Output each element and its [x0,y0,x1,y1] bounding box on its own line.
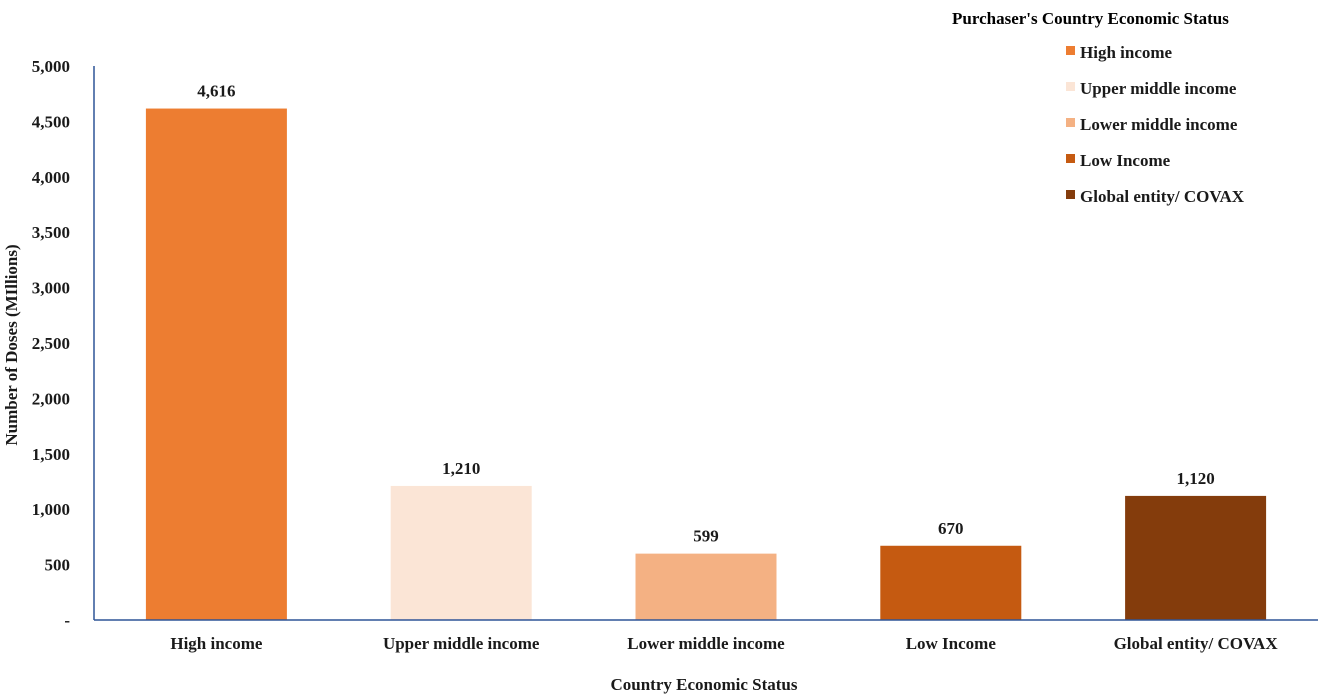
bar [635,553,777,620]
y-tick-label: 3,500 [32,223,70,242]
y-tick-label: 2,000 [32,389,70,408]
bar-value-label: 599 [693,527,719,546]
y-tick-label: 5,000 [32,57,70,76]
y-tick-label: 500 [45,556,71,575]
y-tick-label: - [64,611,70,630]
x-tick-label: Low Income [906,634,997,653]
bar-value-label: 670 [938,519,964,538]
bars-layer [145,108,1267,620]
bar [145,108,287,620]
y-axis-ticks: - 500 1,000 1,500 2,000 2,500 3,000 3,500 4,000 4… [32,57,71,630]
legend-label: Global entity/ COVAX [1080,187,1245,206]
y-tick-label: 2,500 [32,334,70,353]
legend: Purchaser's Country Economic Status High… [952,9,1245,206]
legend-swatch [1066,190,1075,199]
bar [390,485,532,620]
y-tick-label: 1,500 [32,445,70,464]
x-tick-label: High income [170,634,263,653]
y-tick-label: 4,500 [32,112,70,131]
y-axis-title: Number of Doses (MIllions) [2,244,21,445]
bar [880,545,1022,620]
bar-value-label: 1,210 [442,459,480,478]
y-tick-label: 4,000 [32,168,70,187]
legend-swatch [1066,154,1075,163]
legend-title: Purchaser's Country Economic Status [952,9,1229,28]
x-tick-label: Global entity/ COVAX [1114,634,1279,653]
legend-swatch [1066,46,1075,55]
bar-value-label: 4,616 [197,82,235,101]
legend-swatch [1066,82,1075,91]
bar [1125,495,1267,620]
value-labels-layer: 4,616 1,210 599 670 1,120 [197,82,1214,546]
x-tick-label: Lower middle income [627,634,785,653]
x-axis-ticks: High income Upper middle income Lower midd… [170,634,1278,653]
bar-value-label: 1,120 [1176,469,1214,488]
legend-label: Low Income [1080,151,1171,170]
y-tick-label: 3,000 [32,279,70,298]
legend-label: Lower middle income [1080,115,1238,134]
x-tick-label: Upper middle income [383,634,540,653]
legend-items: High income Upper middle income Lower midd… [1066,43,1245,206]
legend-label: Upper middle income [1080,79,1237,98]
legend-label: High income [1080,43,1173,62]
x-axis-title: Country Economic Status [610,675,797,694]
y-tick-label: 1,000 [32,500,70,519]
legend-swatch [1066,118,1075,127]
